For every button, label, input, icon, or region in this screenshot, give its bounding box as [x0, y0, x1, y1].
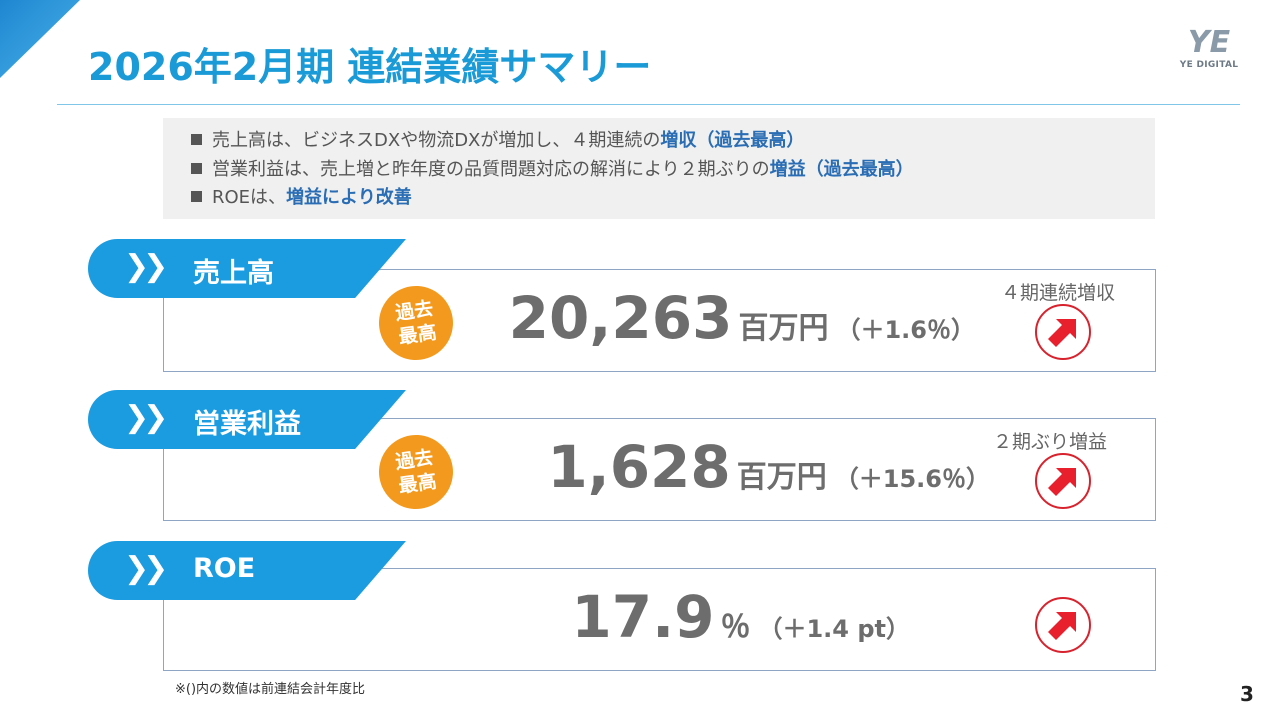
summary-bullet: 売上高は、ビジネスDXや物流DXが増加し、４期連続の増収（過去最高）	[191, 126, 804, 152]
metric-card-sales: 過去最高 20,263 百万円 （＋1.6％） ４期連続増収	[163, 269, 1156, 372]
metric-banner-operating-profit: ❯❯ 営業利益	[88, 390, 406, 449]
record-high-badge: 過去最高	[374, 430, 458, 514]
square-bullet-icon	[191, 163, 202, 174]
page-title: 2026年2月期 連結業績サマリー	[88, 45, 652, 89]
logo-text: YE DIGITAL	[1179, 60, 1239, 70]
square-bullet-icon	[191, 134, 202, 145]
square-bullet-icon	[191, 191, 202, 202]
up-arrow-icon	[1035, 453, 1091, 509]
footnote: ※()内の数値は前連結会計年度比	[175, 682, 366, 697]
up-arrow-icon	[1035, 597, 1091, 653]
metric-value: 17.9 ％（＋1.4 pt）	[571, 583, 910, 651]
summary-box: 売上高は、ビジネスDXや物流DXが増加し、４期連続の増収（過去最高） 営業利益は…	[163, 118, 1155, 219]
title-divider	[57, 104, 1240, 105]
summary-bullet: 営業利益は、売上増と昨年度の品質問題対応の解消により２期ぶりの増益（過去最高）	[191, 155, 914, 181]
metric-note: ２期ぶり増益	[992, 431, 1107, 453]
company-logo: YE YE DIGITAL	[1176, 25, 1242, 71]
metric-value: 1,628 百万円 （＋15.6％）	[547, 433, 990, 501]
metric-banner-sales: ❯❯ 売上高	[88, 239, 406, 298]
double-chevron-icon: ❯❯	[124, 249, 168, 284]
summary-bullet: ROEは、増益により改善	[191, 183, 412, 209]
page-number: 3	[1240, 682, 1254, 706]
metric-banner-roe: ❯❯ ROE	[88, 541, 406, 600]
double-chevron-icon: ❯❯	[124, 551, 168, 586]
corner-decoration	[0, 0, 80, 78]
logo-mark: YE	[1187, 25, 1231, 60]
metric-note: ４期連続増収	[1000, 282, 1115, 304]
record-high-badge: 過去最高	[374, 281, 458, 365]
up-arrow-icon	[1035, 304, 1091, 360]
metric-value: 20,263 百万円 （＋1.6％）	[508, 284, 975, 352]
double-chevron-icon: ❯❯	[124, 400, 168, 435]
